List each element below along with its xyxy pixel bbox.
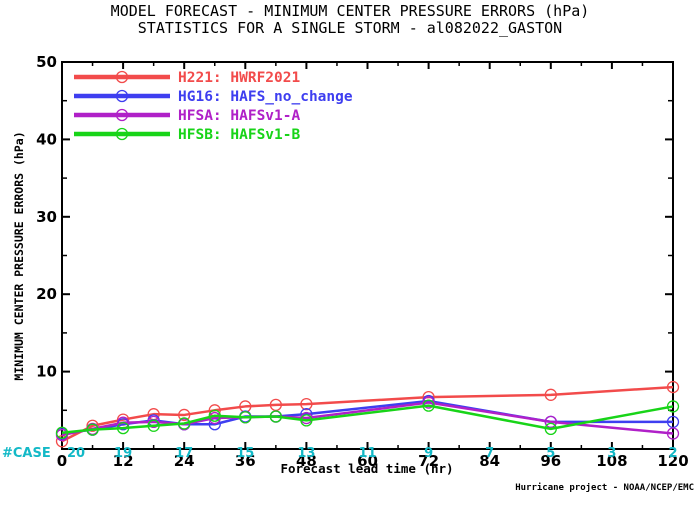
x-tick-label: 96 (540, 452, 561, 470)
legend-entry: H221: HWRF2021 (74, 70, 300, 86)
data-point (116, 421, 130, 435)
series-hfsb (55, 399, 680, 439)
legend-label: H221: HWRF2021 (178, 70, 300, 86)
y-tick-label: 50 (36, 53, 57, 71)
x-tick-label: 120 (657, 452, 688, 470)
data-point (666, 380, 680, 394)
data-point (86, 423, 99, 436)
case-count: 5 (546, 446, 555, 461)
series-hfsa (55, 396, 680, 442)
legend-marker (115, 127, 129, 141)
case-count: 15 (236, 446, 254, 461)
data-point (269, 410, 283, 423)
legend-label: HFSB: HAFSv1-B (178, 127, 300, 143)
data-point (544, 422, 557, 436)
case-count: 19 (114, 446, 132, 461)
legend-marker (115, 70, 129, 84)
x-axis-label: Forecast lead time (hr) (280, 461, 453, 476)
data-point (147, 415, 160, 429)
data-point (178, 408, 191, 422)
data-point (422, 399, 435, 412)
data-point (86, 419, 99, 432)
x-tick-label: 60 (357, 452, 378, 470)
case-count: 3 (607, 446, 616, 461)
x-tick-label: 12 (113, 452, 134, 470)
legend-entry: HFSB: HAFSv1-B (74, 127, 300, 143)
data-point (300, 397, 313, 411)
x-tick-label: 72 (418, 452, 439, 470)
legend-marker (115, 89, 129, 103)
legend-label: HFSA: HAFSv1-A (178, 108, 300, 124)
y-tick-label: 20 (36, 285, 57, 303)
y-axis-label: MINIMUM CENTER PRESSURE ERRORS (hPa) (12, 131, 26, 380)
data-point (544, 388, 557, 401)
data-point (239, 411, 252, 424)
series-line (61, 399, 673, 435)
case-label: #CASE (2, 446, 51, 461)
x-tick-label: 84 (479, 452, 500, 470)
case-count: 17 (175, 446, 193, 461)
data-point (55, 426, 69, 439)
y-tick-label: 30 (36, 208, 57, 226)
data-point (544, 415, 557, 429)
case-count: 11 (358, 446, 376, 461)
legend-entry: HFSA: HAFSv1-A (74, 108, 300, 124)
y-tick-label: 40 (36, 130, 57, 148)
case-count: 9 (424, 446, 433, 461)
legend-entry: HG16: HAFS_no_change (74, 89, 353, 105)
legend-marker (115, 108, 129, 122)
data-point (208, 409, 221, 422)
case-count: 7 (485, 446, 494, 461)
credit-text: Hurricane project - NOAA/NCEP/EMC (515, 482, 694, 493)
legend-label: HG16: HAFS_no_change (178, 89, 353, 105)
data-point (55, 435, 69, 448)
y-tick-label: 10 (36, 363, 57, 381)
chart-subtitle: STATISTICS FOR A SINGLE STORM - al082022… (138, 19, 562, 37)
x-tick-label: 48 (296, 452, 317, 470)
plot-frame (61, 61, 674, 450)
x-tick-label: 24 (174, 452, 195, 470)
case-count: 2 (668, 446, 677, 461)
data-point (300, 414, 313, 427)
data-point (666, 400, 680, 413)
data-point (147, 419, 160, 432)
case-count: 20 (67, 446, 85, 461)
data-point (178, 417, 191, 430)
x-tick-label: 108 (596, 452, 627, 470)
data-point (422, 396, 435, 409)
x-tick-label: 36 (235, 452, 256, 470)
x-tick-label: 0 (57, 452, 67, 470)
chart-title: MODEL FORECAST - MINIMUM CENTER PRESSURE… (111, 2, 590, 20)
case-count: 13 (297, 446, 315, 461)
data-point (666, 427, 680, 440)
